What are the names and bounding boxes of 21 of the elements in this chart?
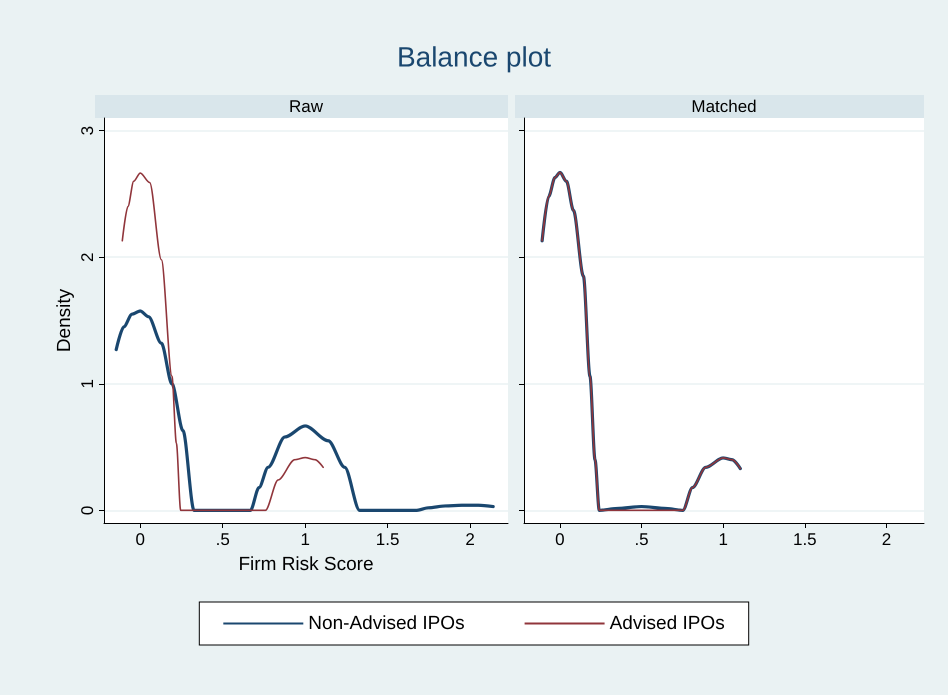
x-tick-label: 2	[465, 530, 475, 549]
y-tick-label: 3	[78, 126, 97, 136]
x-tick-label: 1	[300, 530, 310, 549]
x-axis-title: Firm Risk Score	[238, 554, 374, 575]
x-tick-label: 0	[136, 530, 146, 549]
x-tick-label: 2	[882, 530, 892, 549]
x-tick-label: 1.5	[792, 530, 817, 549]
y-axis-title: Density	[54, 288, 75, 352]
legend-label: Non-Advised IPOs	[308, 613, 465, 634]
x-tick-label: .5	[216, 530, 230, 549]
legend-label: Advised IPOs	[610, 613, 725, 634]
y-tick-label: 1	[78, 379, 97, 389]
x-tick-label: 1.5	[376, 530, 400, 549]
x-tick-label: .5	[634, 530, 649, 549]
y-tick-label: 2	[78, 252, 97, 262]
chart-title: Balance plot	[396, 42, 552, 72]
x-tick-label: 1	[718, 530, 728, 549]
x-tick-label: 0	[555, 530, 565, 549]
y-tick-label: 0	[78, 506, 97, 516]
chart-subtitle: Raw	[288, 97, 324, 116]
chart-subtitle: Matched	[691, 97, 757, 116]
